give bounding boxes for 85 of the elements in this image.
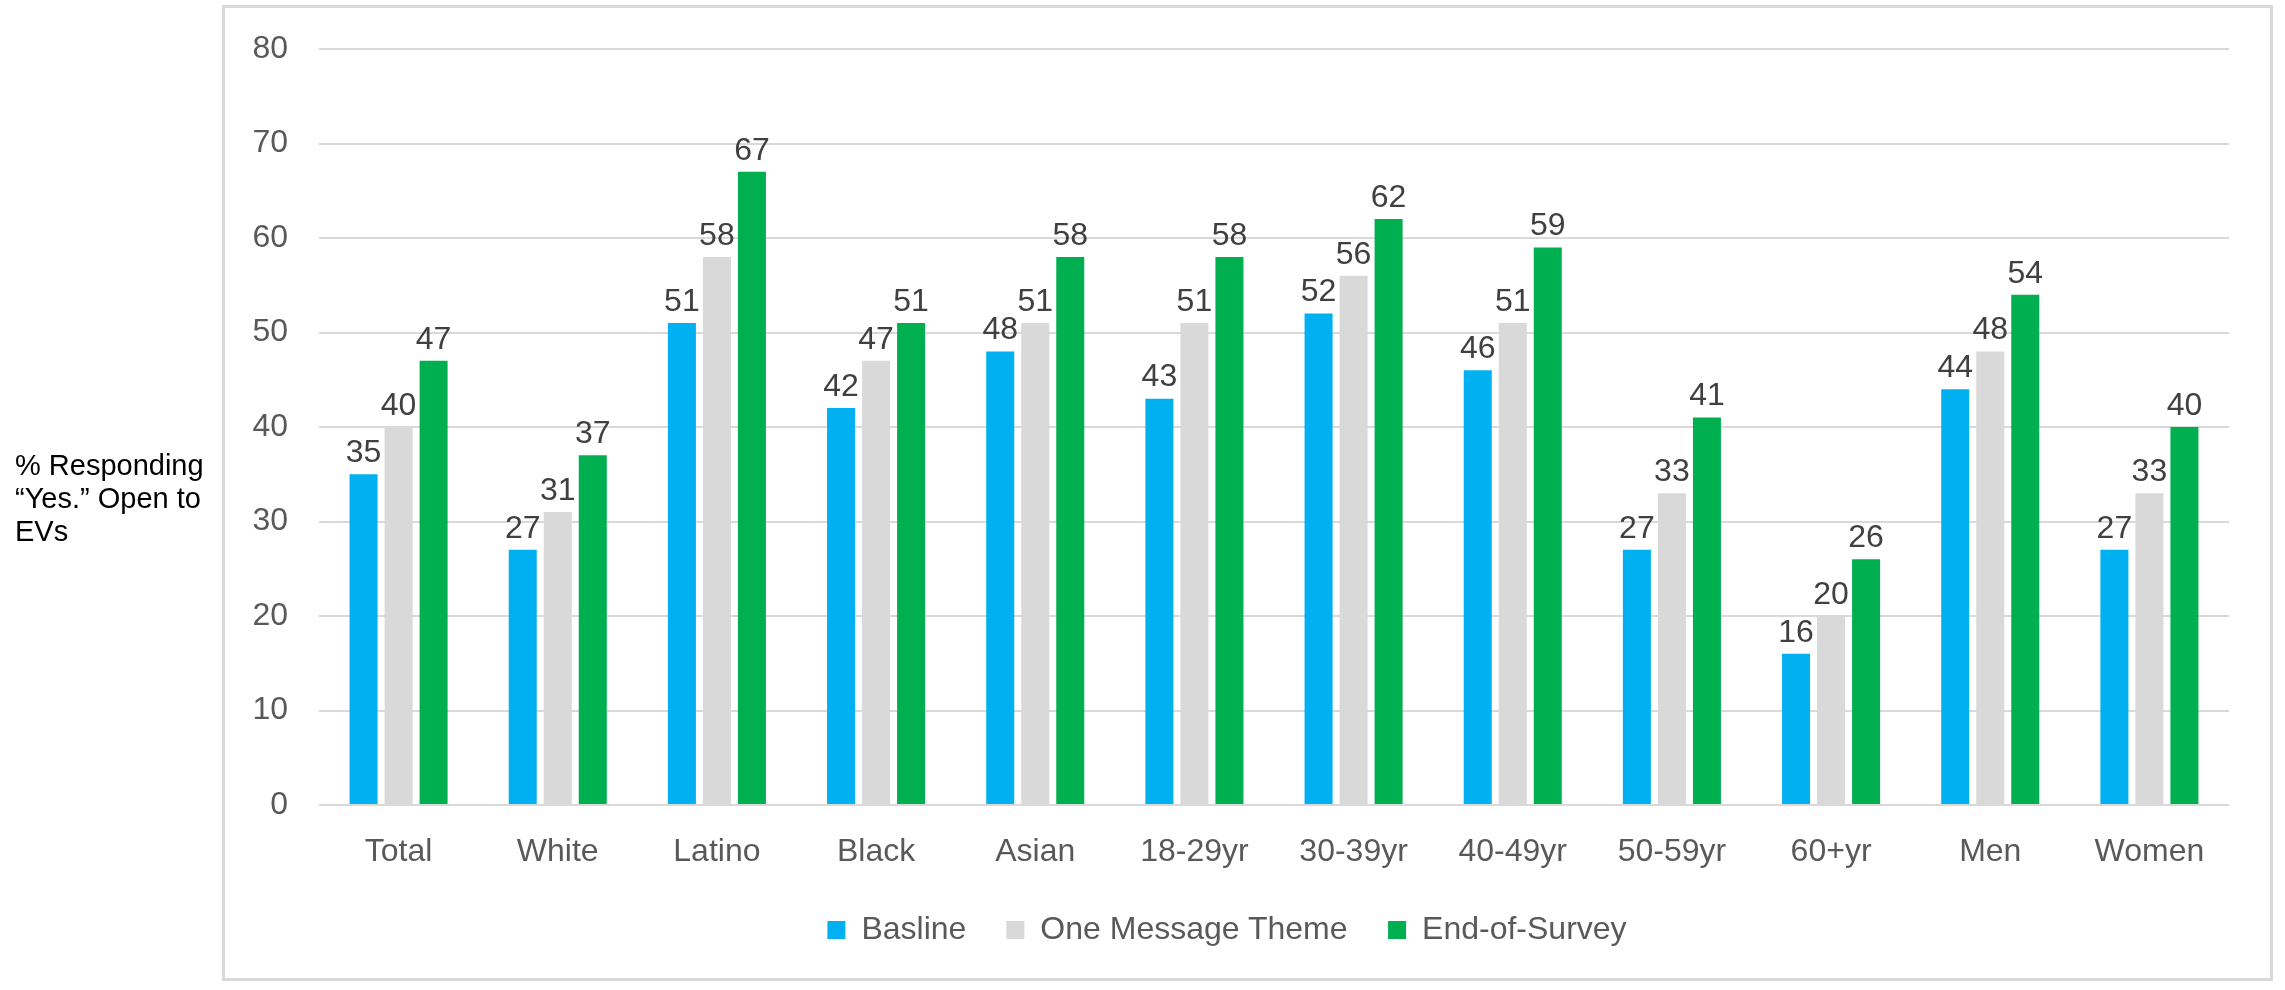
y-tick-label: 50	[252, 312, 288, 349]
data-label: 42	[823, 366, 859, 403]
data-label: 46	[1459, 329, 1496, 366]
bar	[737, 171, 766, 804]
x-tick-label: 50-59yr	[1617, 832, 1727, 869]
legend-label: One Message Theme	[1040, 909, 1348, 946]
y-axis-title: % Responding “Yes.” Open to EVs	[15, 449, 205, 548]
data-label: 51	[1176, 281, 1213, 318]
bar	[1852, 559, 1881, 804]
bar	[1782, 653, 1811, 804]
x-tick-label: 18-29yr	[1140, 832, 1250, 869]
data-label: 37	[574, 414, 611, 451]
bar	[1622, 549, 1651, 804]
data-label: 35	[345, 433, 382, 470]
bar	[1463, 370, 1492, 804]
x-tick-label: 30-39yr	[1299, 832, 1409, 869]
legend-label: End-of-Survey	[1422, 909, 1627, 946]
bar	[1692, 417, 1721, 804]
data-label: 58	[1052, 215, 1089, 252]
data-label: 20	[1813, 574, 1849, 611]
data-label: 48	[982, 310, 1019, 347]
data-label: 40	[2166, 385, 2203, 422]
x-tick-label: 60+yr	[1790, 832, 1872, 869]
bar	[986, 351, 1015, 804]
bar	[2011, 294, 2040, 804]
data-label: 33	[2131, 451, 2168, 488]
bar	[508, 549, 537, 804]
bar	[1304, 313, 1333, 804]
y-tick-label: 60	[252, 217, 288, 254]
bar	[349, 474, 378, 804]
data-label: 27	[504, 508, 541, 545]
bar	[667, 323, 696, 804]
bar	[1941, 389, 1970, 804]
x-tick-label: Women	[2094, 832, 2205, 869]
x-tick-label: White	[516, 832, 599, 869]
x-tick-label: Total	[364, 832, 433, 869]
data-label: 26	[1848, 518, 1884, 555]
y-tick-label: 0	[270, 784, 288, 821]
x-tick-label: Black	[836, 832, 917, 869]
x-tick-label: 40-49yr	[1458, 832, 1568, 869]
bar	[419, 360, 448, 804]
y-tick-label: 30	[252, 501, 288, 538]
bar	[1056, 256, 1085, 804]
data-label: 51	[893, 281, 929, 318]
data-label: 16	[1778, 612, 1814, 649]
data-label: 44	[1937, 348, 1974, 385]
data-label: 27	[2096, 508, 2133, 545]
data-label: 58	[699, 215, 735, 252]
data-label: 27	[1619, 508, 1655, 545]
bar	[1215, 256, 1244, 804]
data-label: 47	[858, 319, 894, 356]
data-label: 33	[1654, 451, 1690, 488]
y-tick-label: 80	[252, 28, 288, 65]
data-label: 51	[1017, 281, 1054, 318]
bar	[1145, 398, 1174, 804]
data-label: 47	[415, 319, 452, 356]
data-label: 40	[380, 385, 417, 422]
data-label: 59	[1529, 206, 1566, 243]
data-label: 67	[734, 130, 770, 167]
legend-label: Basline	[861, 909, 967, 946]
data-label: 48	[1972, 310, 2009, 347]
bar	[827, 408, 856, 804]
x-tick-label: Asian	[995, 832, 1076, 869]
data-label: 56	[1335, 234, 1372, 271]
bar	[2170, 427, 2199, 804]
data-label: 54	[2007, 253, 2044, 290]
bar	[2100, 549, 2129, 804]
x-tick-label: Latino	[673, 832, 761, 869]
bar	[1533, 247, 1562, 804]
data-label: 51	[664, 281, 700, 318]
y-tick-label: 40	[252, 406, 288, 443]
y-tick-label: 10	[252, 690, 288, 727]
bar	[578, 455, 607, 804]
data-label: 43	[1141, 357, 1178, 394]
y-tick-label: 70	[252, 123, 288, 160]
bar	[1374, 219, 1403, 804]
bar	[897, 323, 926, 804]
x-tick-label: Men	[1959, 832, 2022, 869]
data-label: 31	[539, 470, 576, 507]
data-label: 41	[1689, 376, 1725, 413]
data-label: 58	[1211, 215, 1248, 252]
data-label: 52	[1300, 272, 1337, 309]
data-label: 51	[1494, 281, 1531, 318]
y-tick-label: 20	[252, 595, 288, 632]
data-label: 62	[1370, 177, 1407, 214]
